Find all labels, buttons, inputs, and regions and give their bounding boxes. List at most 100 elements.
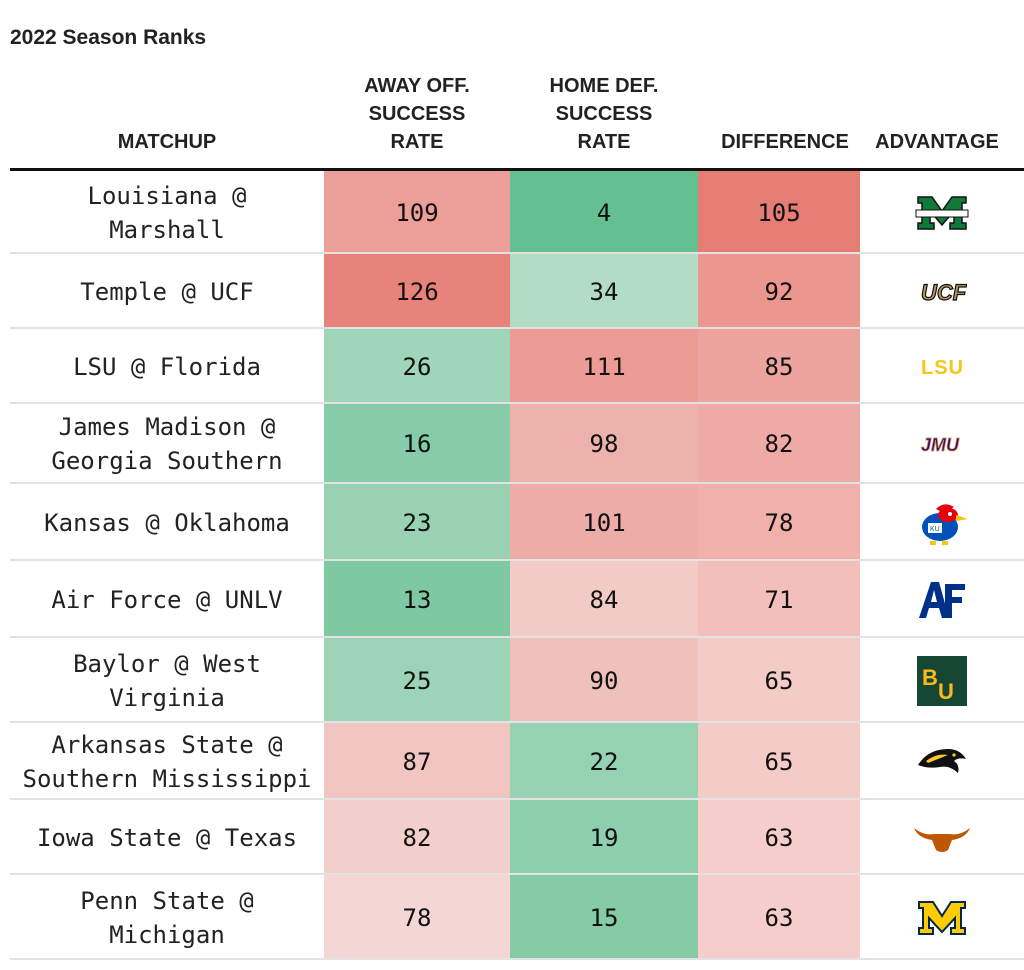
header-rule xyxy=(10,168,1024,171)
row-divider xyxy=(10,559,1024,561)
matchup-line: Arkansas State @ xyxy=(51,730,283,759)
difference-cell: 71 xyxy=(698,561,860,638)
header-home-def-line1: HOME DEF. xyxy=(549,75,659,97)
difference-cell: 65 xyxy=(698,638,860,723)
difference-cell: 63 xyxy=(698,875,860,960)
row-divider xyxy=(10,798,1024,800)
matchup-cell: Louisiana @ Marshall xyxy=(10,171,324,254)
difference-cell: 63 xyxy=(698,800,860,875)
matchup-cell: Penn State @ Michigan xyxy=(10,875,324,960)
matchup-line: Michigan xyxy=(109,920,225,949)
away-off-cell: 126 xyxy=(324,254,510,329)
header-away-off-line2: SUCCESS xyxy=(368,103,466,125)
matchup-cell: Temple @ UCF xyxy=(10,254,324,329)
table-row: James Madison @ Georgia Southern 16 98 82 JMU xyxy=(10,404,1024,484)
header-away-off-line3: RATE xyxy=(390,131,444,153)
kansas-jayhawk-logo-icon: KU xyxy=(860,484,1024,561)
svg-text:UCF: UCF xyxy=(921,280,967,305)
row-divider xyxy=(10,873,1024,875)
matchup-cell: Iowa State @ Texas xyxy=(10,800,324,875)
matchup-line: Kansas @ Oklahoma xyxy=(44,508,290,537)
matchup-line: Virginia xyxy=(109,683,225,712)
matchup-cell: Air Force @ UNLV xyxy=(10,561,324,638)
away-off-cell: 109 xyxy=(324,171,510,254)
ucf-logo-icon: UCF xyxy=(860,254,1024,329)
header-advantage-label: ADVANTAGE xyxy=(875,131,999,153)
michigan-logo-icon xyxy=(860,875,1024,960)
air-force-logo-icon xyxy=(860,561,1024,638)
table-row: Baylor @ West Virginia 25 90 65 B U xyxy=(10,638,1024,723)
matchup-cell: Kansas @ Oklahoma xyxy=(10,484,324,561)
home-def-cell: 101 xyxy=(510,484,698,561)
home-def-cell: 19 xyxy=(510,800,698,875)
difference-cell: 78 xyxy=(698,484,860,561)
matchup-line: Marshall xyxy=(109,215,225,244)
row-divider xyxy=(10,482,1024,484)
header-difference: DIFFERENCE xyxy=(700,128,870,156)
header-away-off: AWAY OFF. SUCCESS RATE xyxy=(324,72,510,156)
header-matchup: MATCHUP xyxy=(10,128,324,156)
matchup-line: Iowa State @ Texas xyxy=(36,823,298,852)
jmu-logo-icon: JMU xyxy=(860,404,1024,484)
matchup-line: Penn State @ xyxy=(80,886,254,915)
matchup-line: Air Force @ UNLV xyxy=(51,585,283,614)
matchup-line: James Madison @ xyxy=(58,413,276,441)
table-row: Louisiana @ Marshall 109 4 105 xyxy=(10,171,1024,254)
matchup-cell: Baylor @ West Virginia xyxy=(10,638,324,723)
home-def-cell: 4 xyxy=(510,171,698,254)
matchup-line: Georgia Southern xyxy=(51,447,283,475)
difference-cell: 82 xyxy=(698,404,860,484)
table-row: Arkansas State @ Southern Mississippi 87 22… xyxy=(10,723,1024,800)
lsu-logo-icon: LSU xyxy=(860,329,1024,404)
away-off-cell: 26 xyxy=(324,329,510,404)
table-row: Kansas @ Oklahoma 23 101 78 KU xyxy=(10,484,1024,561)
home-def-cell: 15 xyxy=(510,875,698,960)
row-divider xyxy=(10,636,1024,638)
header-advantage: ADVANTAGE xyxy=(862,128,1012,156)
matchup-line: LSU @ Florida xyxy=(73,352,261,381)
home-def-cell: 22 xyxy=(510,723,698,800)
row-divider xyxy=(10,721,1024,723)
svg-text:U: U xyxy=(938,679,954,704)
matchup-line: Temple @ UCF xyxy=(80,277,254,306)
row-divider xyxy=(10,252,1024,254)
away-off-cell: 25 xyxy=(324,638,510,723)
difference-cell: 105 xyxy=(698,171,860,254)
away-off-cell: 82 xyxy=(324,800,510,875)
away-off-cell: 13 xyxy=(324,561,510,638)
away-off-cell: 23 xyxy=(324,484,510,561)
table-row: LSU @ Florida 26 111 85 LSU xyxy=(10,329,1024,404)
row-divider xyxy=(10,958,1024,960)
svg-text:LSU: LSU xyxy=(921,357,964,379)
southern-miss-eagle-logo-icon xyxy=(860,723,1024,800)
matchup-cell: LSU @ Florida xyxy=(10,329,324,404)
difference-cell: 85 xyxy=(698,329,860,404)
svg-text:B: B xyxy=(922,665,938,690)
matchup-cell: James Madison @ Georgia Southern xyxy=(10,404,324,484)
header-home-def-line2: SUCCESS xyxy=(555,103,653,125)
matchup-line: Baylor @ West xyxy=(73,649,261,678)
away-off-cell: 87 xyxy=(324,723,510,800)
texas-longhorn-logo-icon xyxy=(860,800,1024,875)
row-divider xyxy=(10,327,1024,329)
svg-text:KU: KU xyxy=(930,526,940,533)
home-def-cell: 34 xyxy=(510,254,698,329)
table-row: Temple @ UCF 126 34 92 UCF xyxy=(10,254,1024,329)
matchup-line: Louisiana @ xyxy=(87,181,247,210)
header-home-def-line3: RATE xyxy=(577,131,631,153)
matchup-cell: Arkansas State @ Southern Mississippi xyxy=(10,723,324,800)
header-matchup-label: MATCHUP xyxy=(117,131,217,153)
header-home-def: HOME DEF. SUCCESS RATE xyxy=(510,72,698,156)
svg-text:JMU: JMU xyxy=(921,435,960,455)
home-def-cell: 84 xyxy=(510,561,698,638)
matchup-line: Southern Mississippi xyxy=(22,764,312,793)
table-header: MATCHUP AWAY OFF. SUCCESS RATE HOME DEF.… xyxy=(0,72,1024,168)
table-row: Air Force @ UNLV 13 84 71 xyxy=(10,561,1024,638)
marshall-logo-icon xyxy=(860,171,1024,254)
table-row: Penn State @ Michigan 78 15 63 xyxy=(10,875,1024,960)
difference-cell: 65 xyxy=(698,723,860,800)
table-row: Iowa State @ Texas 82 19 63 xyxy=(10,800,1024,875)
away-off-cell: 78 xyxy=(324,875,510,960)
difference-cell: 92 xyxy=(698,254,860,329)
home-def-cell: 90 xyxy=(510,638,698,723)
